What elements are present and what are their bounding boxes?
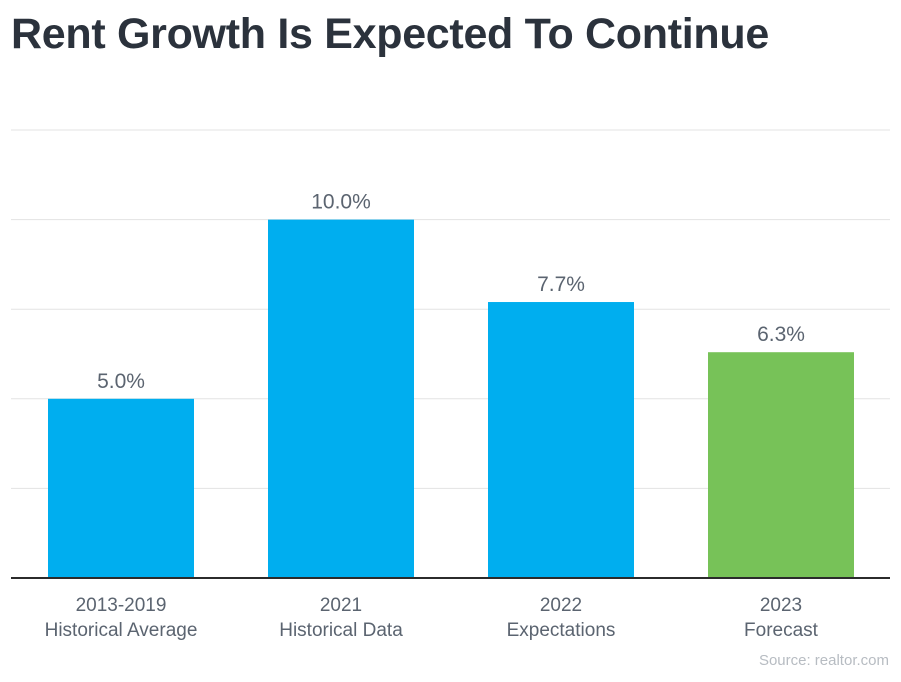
- value-labels: 5.0% 10.0% 7.7% 6.3%: [97, 191, 805, 393]
- category-label-4-line-1: 2023: [760, 595, 802, 616]
- category-label-1-line-1: 2013-2019: [76, 595, 167, 616]
- value-label-1: 5.0%: [97, 370, 145, 393]
- category-label-2-line-1: 2021: [320, 595, 362, 616]
- bars: [48, 219, 854, 578]
- chart-title: Rent Growth Is Expected To Continue: [11, 10, 769, 58]
- category-label-1-line-2: Historical Average: [45, 620, 198, 641]
- value-label-4: 6.3%: [757, 323, 805, 346]
- category-label-4-line-2: Forecast: [744, 620, 819, 641]
- bar-3: [488, 302, 634, 578]
- category-label-3-line-2: Expectations: [507, 620, 616, 641]
- bar-2: [268, 219, 414, 578]
- source-note: Source: realtor.com: [758, 652, 889, 669]
- bar-4: [708, 352, 854, 578]
- value-label-2: 10.0%: [311, 191, 371, 214]
- category-label-3-line-1: 2022: [540, 595, 582, 616]
- value-label-3: 7.7%: [537, 273, 585, 296]
- category-labels: 2013-2019 Historical Average 2021 Historica…: [45, 595, 819, 641]
- bar-1: [48, 398, 194, 578]
- category-label-2-line-2: Historical Data: [279, 620, 403, 641]
